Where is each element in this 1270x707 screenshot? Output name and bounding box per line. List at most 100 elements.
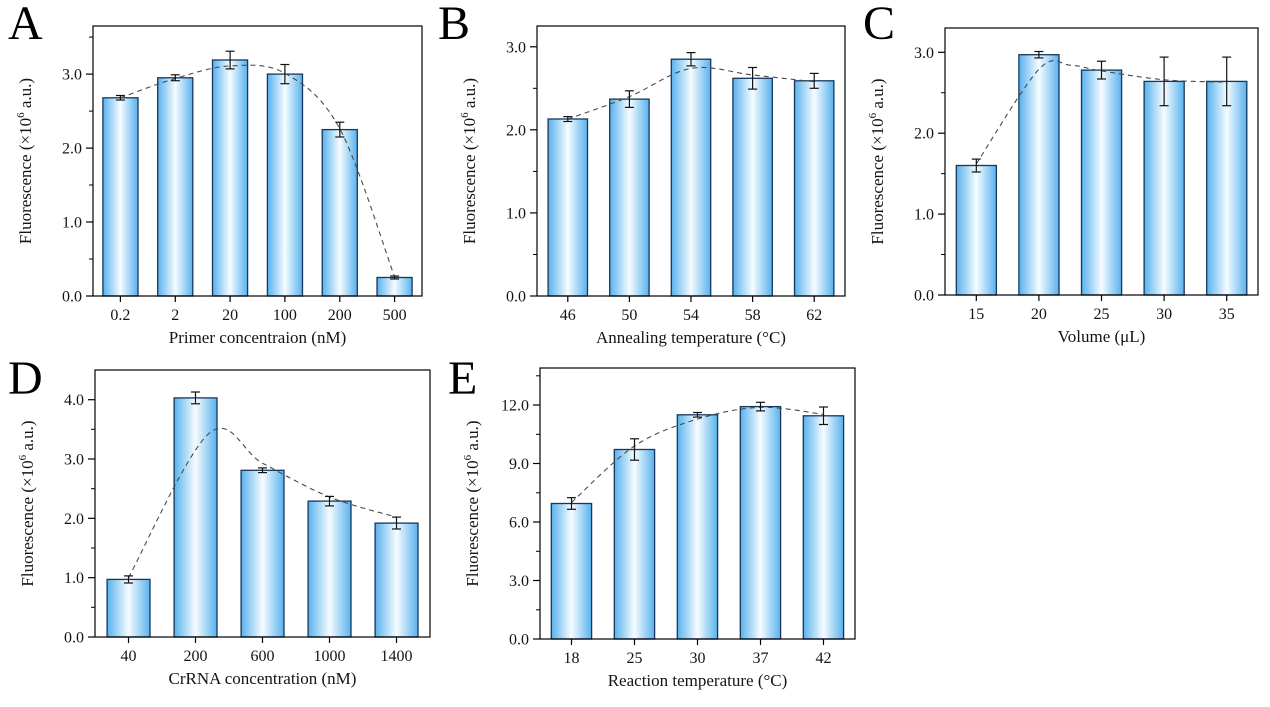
x-tick-label: 58 bbox=[745, 307, 761, 324]
bar bbox=[102, 97, 139, 297]
x-tick-label: 600 bbox=[251, 648, 275, 665]
bars bbox=[955, 54, 1248, 296]
bar bbox=[550, 502, 593, 640]
trend-line bbox=[128, 427, 397, 578]
error-bars bbox=[124, 391, 401, 584]
y-tick-label: 1.0 bbox=[506, 205, 526, 222]
error-bars bbox=[115, 50, 400, 280]
bars bbox=[106, 397, 419, 638]
bar bbox=[376, 276, 413, 297]
bars bbox=[550, 405, 845, 640]
x-tick-label: 20 bbox=[222, 307, 238, 324]
y-tick-label: 0.0 bbox=[64, 630, 84, 647]
error-bars bbox=[971, 50, 1232, 173]
x-tick-label: 0.2 bbox=[110, 307, 130, 324]
y-axis: 0.0 1.0 2.0 3.0 bbox=[62, 36, 93, 306]
bar bbox=[1206, 80, 1248, 296]
x-tick-label: 25 bbox=[627, 650, 643, 667]
x-tick-label: 100 bbox=[273, 307, 297, 324]
x-tick-label: 15 bbox=[968, 306, 984, 323]
x-axis-title: Primer concentraion (nM) bbox=[169, 328, 347, 347]
bar bbox=[1143, 80, 1185, 296]
y-axis-title: Fluorescence (×106 a.u.) bbox=[17, 420, 37, 586]
plot-frame bbox=[92, 25, 423, 297]
y-tick-label: 3.0 bbox=[506, 39, 526, 56]
y-tick-label: 1.0 bbox=[64, 570, 84, 587]
y-axis-title: Fluorescence (×106 a.u.) bbox=[15, 78, 35, 244]
y-tick-label: 3.0 bbox=[509, 573, 529, 590]
y-tick-label: 0.0 bbox=[506, 289, 526, 306]
chart-E-reaction-temperature: 0.0 3.0 6.0 9.0 12.0 18 25 30 37 42 Reaction tempe… bbox=[462, 367, 856, 690]
bar bbox=[609, 98, 650, 297]
panel-B: B 0.0 1.0 2.0 3.0 46 50 54 58 62 Annealing temper… bbox=[430, 0, 855, 355]
x-axis: 15 20 25 30 35 bbox=[968, 295, 1235, 323]
bar bbox=[1080, 69, 1123, 296]
y-axis-title: Fluorescence (×106 a.u.) bbox=[867, 78, 887, 244]
y-axis: 0.0 1.0 2.0 3.0 4.0 bbox=[64, 392, 95, 647]
bar bbox=[266, 73, 304, 297]
x-tick-label: 37 bbox=[753, 650, 769, 667]
bar bbox=[670, 58, 712, 297]
x-axis: 46 50 54 58 62 bbox=[560, 296, 822, 324]
y-axis: 0.0 1.0 2.0 3.0 bbox=[914, 45, 945, 305]
bar bbox=[157, 77, 194, 297]
panel-E-label: E bbox=[448, 352, 478, 405]
bars bbox=[102, 59, 413, 297]
y-axis-title: Fluorescence (×106 a.u.) bbox=[462, 420, 482, 586]
bar bbox=[106, 578, 151, 638]
bar bbox=[732, 77, 773, 297]
y-axis: 0.0 3.0 6.0 9.0 12.0 bbox=[501, 375, 540, 649]
x-axis-title: CrRNA concentration (nM) bbox=[169, 669, 357, 688]
panel-E: E 0.0 3.0 6.0 9.0 12.0 18 25 30 37 42 Reaction tem… bbox=[440, 352, 870, 707]
panel-A-label: A bbox=[8, 0, 43, 50]
panel-D-label: D bbox=[8, 352, 43, 405]
trend-line bbox=[571, 406, 824, 503]
bar bbox=[211, 59, 249, 297]
bar bbox=[374, 522, 419, 638]
y-axis-title: Fluorescence (×106 a.u.) bbox=[459, 78, 479, 244]
y-axis: 0.0 1.0 2.0 3.0 bbox=[506, 39, 537, 306]
bar bbox=[802, 415, 845, 640]
bar bbox=[793, 80, 835, 297]
x-tick-label: 62 bbox=[806, 307, 822, 324]
y-tick-label: 4.0 bbox=[64, 392, 84, 409]
error-bars bbox=[567, 401, 828, 510]
x-axis: 18 25 30 37 42 bbox=[564, 639, 832, 667]
error-bars bbox=[563, 51, 819, 123]
y-tick-label: 3.0 bbox=[62, 67, 82, 84]
chart-C-volume: 0.0 1.0 2.0 3.0 15 20 25 30 35 Volume (μL) Fluores… bbox=[867, 27, 1259, 346]
y-tick-label: 1.0 bbox=[914, 207, 934, 224]
x-tick-label: 42 bbox=[816, 650, 832, 667]
y-tick-label: 1.0 bbox=[62, 215, 82, 232]
x-axis: 40 200 600 1000 1400 bbox=[121, 637, 413, 665]
bar bbox=[321, 128, 358, 297]
x-tick-label: 20 bbox=[1031, 306, 1047, 323]
bar bbox=[307, 500, 352, 638]
x-tick-label: 50 bbox=[621, 307, 637, 324]
x-tick-label: 1000 bbox=[314, 648, 346, 665]
x-tick-label: 18 bbox=[564, 650, 580, 667]
bar bbox=[613, 448, 656, 640]
panel-A: A 0.0 1.0 2.0 3.0 0.2 2 20 100 200 500 Primer conc… bbox=[0, 0, 430, 355]
y-tick-label: 3.0 bbox=[64, 452, 84, 469]
y-tick-label: 2.0 bbox=[506, 122, 526, 139]
y-tick-label: 2.0 bbox=[64, 511, 84, 528]
y-tick-label: 2.0 bbox=[62, 141, 82, 158]
panel-D: D 0.0 1.0 2.0 3.0 4.0 40 200 600 1000 1400 CrRNA c… bbox=[0, 352, 445, 707]
y-tick-label: 9.0 bbox=[509, 456, 529, 473]
bar bbox=[676, 414, 719, 640]
y-tick-label: 12.0 bbox=[501, 398, 529, 415]
x-tick-label: 2 bbox=[171, 307, 179, 324]
x-tick-label: 25 bbox=[1094, 306, 1110, 323]
y-tick-label: 2.0 bbox=[914, 126, 934, 143]
x-axis-title: Volume (μL) bbox=[1058, 327, 1146, 346]
x-axis-title: Reaction temperature (°C) bbox=[608, 671, 788, 690]
x-axis-title: Annealing temperature (°C) bbox=[596, 328, 786, 347]
bar bbox=[1018, 54, 1060, 296]
x-tick-label: 30 bbox=[1156, 306, 1172, 323]
y-tick-label: 0.0 bbox=[914, 288, 934, 305]
x-tick-label: 200 bbox=[184, 648, 208, 665]
chart-A-primer-concentration: 0.0 1.0 2.0 3.0 0.2 2 20 100 200 500 Primer concen… bbox=[15, 25, 423, 347]
x-tick-label: 1400 bbox=[381, 648, 413, 665]
